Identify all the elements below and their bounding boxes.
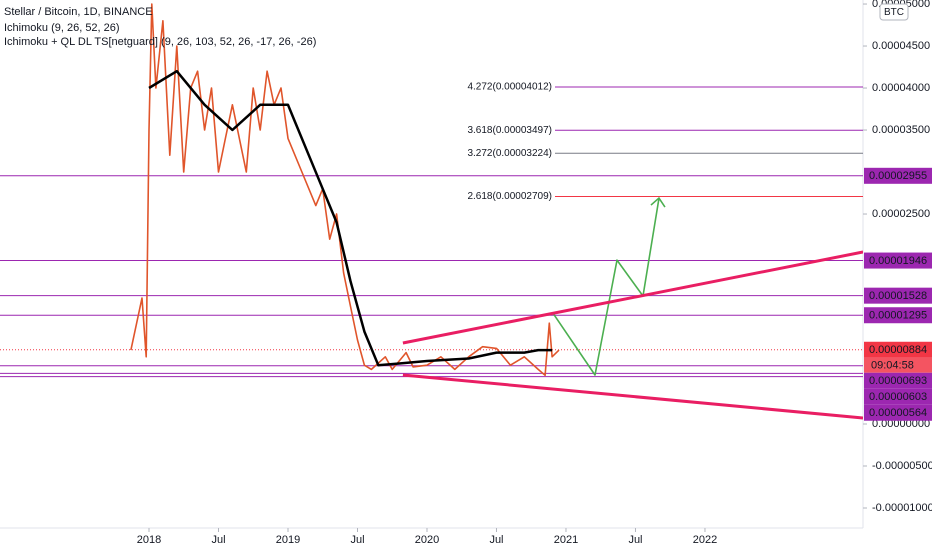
fib-label: 2.618(0.00002709) [467, 191, 552, 202]
currency-label: BTC [884, 7, 904, 18]
y-tick-label: 0.00004000 [872, 82, 930, 94]
series-line [148, 69, 553, 367]
plot-area: 4.272(0.00004012) 3.618(0.00003497) 3.272(… [0, 3, 863, 420]
x-tick-label: Jul [211, 534, 225, 546]
fib-label: 3.618(0.00003497) [467, 125, 552, 136]
price-label: 0.00000884 [869, 344, 927, 356]
price-label: 0.00001528 [869, 290, 927, 302]
x-tick-label: Jul [489, 534, 503, 546]
price-label-bg [864, 341, 932, 358]
arrow-head [650, 196, 666, 208]
countdown-bg [864, 357, 932, 373]
fib-label: 4.272(0.00004012) [467, 82, 552, 93]
y-tick-label: 0.00004500 [872, 40, 930, 52]
currency-badge[interactable] [879, 3, 909, 21]
price-label-bg [864, 287, 932, 304]
price-label-bg [864, 404, 932, 421]
chart-title: Stellar / Bitcoin, 1D, BINANCE [4, 6, 153, 18]
y-tick-label: 0.00003500 [872, 124, 930, 136]
price-label: 0.00000564 [869, 407, 927, 419]
x-tick-label: 2020 [415, 534, 439, 546]
series-line [130, 3, 560, 377]
price-label-bg [864, 307, 932, 324]
x-tick-label: 2021 [554, 534, 578, 546]
x-tick-label: Jul [628, 534, 642, 546]
series-line [402, 373, 863, 420]
price-label-bg [864, 167, 932, 184]
price-label: 0.00001946 [869, 255, 927, 267]
x-tick-label: 2022 [693, 534, 717, 546]
price-label: 0.00002955 [869, 170, 927, 182]
price-label-bg [864, 252, 932, 269]
countdown: 09:04:58 [871, 360, 914, 372]
x-tick-label: 2019 [276, 534, 300, 546]
indicator-label: Ichimoku (9, 26, 52, 26) [4, 22, 120, 34]
series-line [552, 197, 660, 376]
x-tick-label: Jul [350, 534, 364, 546]
price-label: 0.00000603 [869, 391, 927, 403]
price-label: 0.00000693 [869, 375, 927, 387]
series-line [402, 250, 863, 345]
price-label: 0.00001295 [869, 310, 927, 322]
y-tick-label: 0.00002500 [872, 208, 930, 220]
price-label-bg [864, 388, 932, 405]
y-tick-label: -0.00001000 [872, 502, 932, 514]
price-label-bg [864, 372, 932, 389]
y-tick-label: 0.00000000 [872, 418, 930, 430]
fib-label: 3.272(0.00003224) [467, 148, 552, 159]
indicator-label: Ichimoku + QL DL TS[netguard] (9, 26, 10… [4, 36, 316, 48]
y-tick-label: -0.00000500 [872, 460, 932, 472]
x-tick-label: 2018 [137, 534, 161, 546]
